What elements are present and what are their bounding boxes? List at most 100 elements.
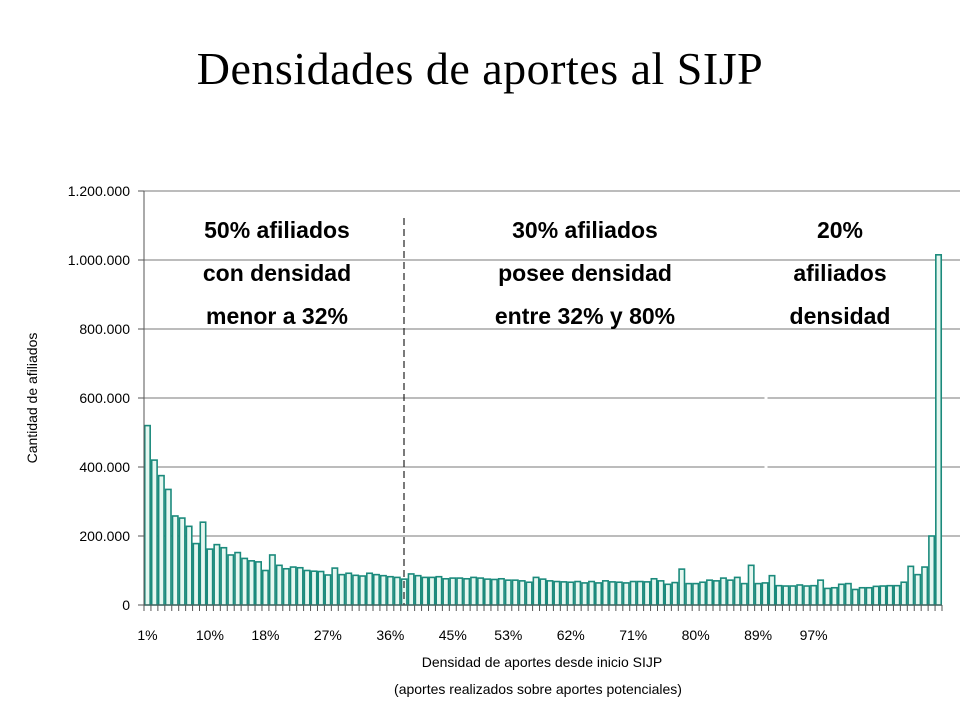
- annotation-line: con densidad: [203, 260, 351, 286]
- annotation-line: 20%: [817, 217, 863, 243]
- bar: [268, 554, 276, 606]
- x-axis-title: Densidad de aportes desde inicio SIJP: [422, 654, 662, 670]
- y-tick-labels: 0 200.000 400.000 600.000 800.000 1.000.000 1.…: [68, 183, 144, 613]
- bar: [914, 573, 922, 606]
- bar: [490, 578, 498, 606]
- bar: [928, 535, 936, 606]
- bar: [525, 581, 533, 606]
- annotations: 50% afiliados con densidad menor a 32% 30% …: [203, 217, 891, 329]
- bar: [317, 570, 325, 606]
- bar: [303, 569, 311, 606]
- bar: [921, 566, 929, 606]
- bar: [685, 582, 693, 606]
- bar: [622, 582, 630, 606]
- bar: [595, 582, 603, 606]
- bar: [296, 566, 304, 606]
- bar: [345, 572, 353, 606]
- bar: [497, 577, 505, 606]
- bar: [414, 574, 422, 606]
- x-tick-label: 62%: [557, 627, 585, 643]
- bar: [657, 580, 665, 606]
- bar: [261, 569, 269, 606]
- bar: [532, 576, 540, 606]
- bar: [768, 574, 776, 606]
- bar: [546, 580, 554, 606]
- bar: [483, 578, 491, 606]
- x-tick-label: 27%: [314, 627, 342, 643]
- bar: [830, 586, 838, 606]
- bar: [678, 568, 686, 606]
- bar: [324, 574, 332, 606]
- y-tick-label: 200.000: [79, 528, 130, 544]
- x-tick-label: 97%: [800, 627, 828, 643]
- bar: [241, 557, 249, 606]
- bar: [817, 579, 825, 606]
- bar: [574, 580, 582, 606]
- bar: [463, 577, 471, 606]
- bar: [192, 542, 200, 606]
- bar: [393, 576, 401, 606]
- bar: [747, 564, 755, 606]
- bar: [366, 572, 374, 606]
- bar: [171, 515, 179, 606]
- bar: [560, 581, 568, 606]
- bar: [407, 573, 415, 606]
- bar: [706, 579, 714, 606]
- y-tick-label: 1.000.000: [68, 252, 130, 268]
- x-tick-label: 1%: [137, 627, 157, 643]
- bar: [893, 584, 901, 606]
- bar: [310, 570, 318, 606]
- bar: [428, 576, 436, 606]
- bar: [664, 583, 672, 606]
- bar: [372, 573, 380, 606]
- x-axis-note: (aportes realizados sobre aportes potenc…: [394, 681, 682, 697]
- bar: [733, 576, 741, 606]
- bar: [470, 576, 478, 606]
- bar: [331, 567, 339, 606]
- bar: [227, 554, 235, 606]
- bar: [449, 577, 457, 606]
- bar: [872, 585, 880, 606]
- bar: [643, 581, 651, 606]
- bar: [282, 567, 290, 606]
- bar: [858, 586, 866, 606]
- annotation-line: entre 32% y 80%: [495, 303, 675, 329]
- x-tick-label: 71%: [619, 627, 647, 643]
- bar: [636, 580, 644, 606]
- bar: [477, 577, 485, 606]
- y-tick-label: 0: [122, 597, 130, 613]
- bar: [511, 579, 519, 606]
- bar: [851, 588, 859, 606]
- y-tick-label: 1.200.000: [68, 183, 130, 199]
- bar: [289, 566, 297, 606]
- bar: [837, 583, 845, 606]
- bar: [900, 581, 908, 606]
- bar: [754, 582, 762, 606]
- x-tick-label: 89%: [744, 627, 772, 643]
- bar: [865, 586, 873, 606]
- bar: [650, 577, 658, 606]
- annotation-line: posee densidad: [498, 260, 672, 286]
- bar: [761, 582, 769, 606]
- y-tick-label: 600.000: [79, 390, 130, 406]
- bar: [220, 546, 228, 606]
- bar: [539, 578, 547, 606]
- bar: [275, 564, 283, 606]
- axes: [143, 191, 943, 611]
- x-tick-label: 53%: [494, 627, 522, 643]
- bar: [740, 582, 748, 606]
- bar: [789, 585, 797, 606]
- bar: [726, 579, 734, 606]
- bar: [199, 521, 207, 606]
- bar: [442, 577, 450, 606]
- bar: [185, 525, 193, 606]
- bar: [782, 585, 790, 606]
- bar: [213, 543, 221, 606]
- bar: [352, 574, 360, 606]
- bar: [567, 581, 575, 606]
- x-tick-label: 36%: [376, 627, 404, 643]
- bar-series: [143, 254, 943, 606]
- y-tick-label: 400.000: [79, 459, 130, 475]
- bar: [456, 577, 464, 606]
- bar: [615, 581, 623, 606]
